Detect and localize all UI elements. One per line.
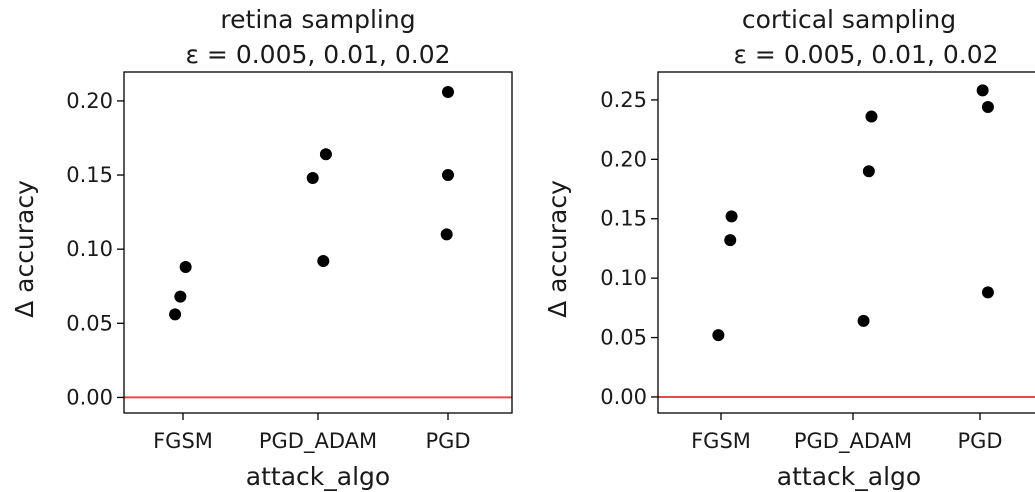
data-point — [712, 329, 725, 342]
x-axis-label: attack_algo — [777, 462, 921, 491]
data-point — [317, 255, 330, 268]
y-tick-label: 0.25 — [600, 88, 647, 112]
xtick-group: FGSM PGD_ADAM PGD — [691, 413, 1003, 454]
data-point — [862, 165, 875, 178]
data-point — [725, 210, 738, 223]
y-axis-label: Δ accuracy — [10, 180, 39, 318]
y-tick-label: 0.10 — [66, 237, 113, 261]
data-point — [976, 84, 989, 97]
data-point — [857, 314, 870, 327]
y-tick-label: 0.10 — [600, 266, 647, 290]
x-tick-label: PGD_ADAM — [794, 429, 912, 454]
data-point — [724, 234, 737, 247]
y-tick-label: 0.15 — [600, 207, 647, 231]
xtick-group: FGSM PGD_ADAM PGD — [153, 413, 471, 454]
data-point — [981, 101, 994, 114]
y-tick-label: 0.20 — [66, 89, 113, 113]
ytick-group: 0.00 0.05 0.10 0.15 0.20 — [66, 89, 124, 409]
y-axis-label: Δ accuracy — [543, 180, 572, 318]
panel-title-line1: retina sampling — [220, 5, 415, 34]
data-point — [306, 172, 319, 185]
panel-title-line1: cortical sampling — [742, 5, 956, 34]
data-point — [442, 86, 454, 99]
y-tick-label: 0.05 — [66, 311, 113, 335]
x-axis-label: attack_algo — [246, 462, 390, 491]
panel-title-line2: ε = 0.005, 0.01, 0.02 — [733, 40, 998, 69]
plot-frame — [657, 71, 1035, 414]
data-point — [179, 260, 192, 273]
plot-frame — [123, 71, 513, 414]
x-tick-label: PGD_ADAM — [259, 429, 377, 454]
data-point — [442, 169, 454, 182]
data-point — [169, 308, 182, 321]
x-tick-label: PGD — [425, 429, 470, 453]
data-point — [319, 148, 332, 161]
panel-cortical: cortical sampling ε = 0.005, 0.01, 0.02 … — [543, 5, 1035, 491]
ytick-group: 0.00 0.05 0.10 0.15 0.20 0.25 — [600, 88, 658, 409]
x-tick-label: FGSM — [691, 429, 751, 453]
points-group — [712, 84, 994, 342]
panel-title-line2: ε = 0.005, 0.01, 0.02 — [185, 40, 450, 69]
data-point — [865, 110, 878, 123]
data-point — [440, 228, 453, 241]
y-tick-label: 0.20 — [600, 147, 647, 171]
y-tick-label: 0.05 — [600, 326, 647, 350]
panel-retina: retina sampling ε = 0.005, 0.01, 0.02 0.… — [10, 5, 513, 491]
points-group — [169, 86, 454, 321]
x-tick-label: FGSM — [153, 429, 213, 453]
y-tick-label: 0.15 — [66, 163, 113, 187]
data-point — [981, 286, 994, 299]
x-tick-label: PGD — [957, 429, 1002, 453]
y-tick-label: 0.00 — [66, 385, 113, 409]
y-tick-label: 0.00 — [600, 385, 647, 409]
data-point — [174, 290, 187, 303]
